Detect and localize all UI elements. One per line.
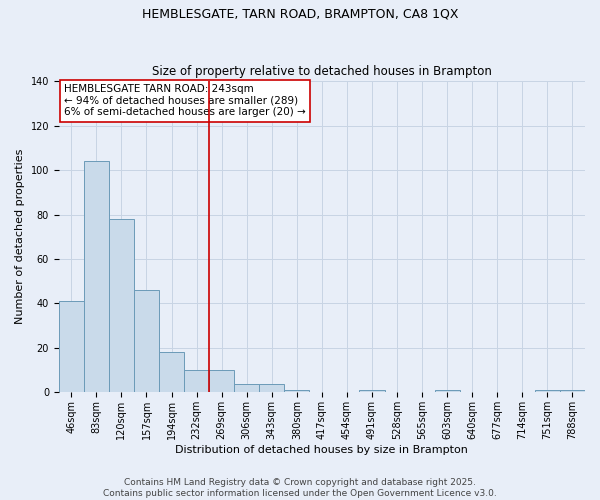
Bar <box>234 384 259 392</box>
Bar <box>284 390 310 392</box>
Bar <box>259 384 284 392</box>
Bar <box>134 290 159 392</box>
Bar <box>84 161 109 392</box>
Bar <box>535 390 560 392</box>
Title: Size of property relative to detached houses in Brampton: Size of property relative to detached ho… <box>152 66 492 78</box>
Text: HEMBLESGATE TARN ROAD: 243sqm
← 94% of detached houses are smaller (289)
6% of s: HEMBLESGATE TARN ROAD: 243sqm ← 94% of d… <box>64 84 306 117</box>
Bar <box>209 370 234 392</box>
Bar <box>59 301 84 392</box>
Bar <box>560 390 585 392</box>
Text: Contains HM Land Registry data © Crown copyright and database right 2025.
Contai: Contains HM Land Registry data © Crown c… <box>103 478 497 498</box>
Y-axis label: Number of detached properties: Number of detached properties <box>15 149 25 324</box>
Bar <box>184 370 209 392</box>
Bar <box>159 352 184 393</box>
Bar <box>434 390 460 392</box>
Bar <box>109 219 134 392</box>
Bar <box>359 390 385 392</box>
Text: HEMBLESGATE, TARN ROAD, BRAMPTON, CA8 1QX: HEMBLESGATE, TARN ROAD, BRAMPTON, CA8 1Q… <box>142 8 458 20</box>
X-axis label: Distribution of detached houses by size in Brampton: Distribution of detached houses by size … <box>175 445 469 455</box>
